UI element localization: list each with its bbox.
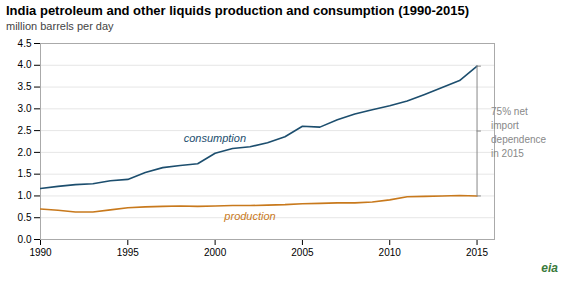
svg-text:75% netimportdependencein 2015: 75% netimportdependencein 2015: [491, 106, 546, 159]
svg-text:consumption: consumption: [184, 132, 246, 144]
svg-text:0.0: 0.0: [18, 234, 32, 245]
svg-text:1.0: 1.0: [18, 190, 32, 201]
svg-text:3.5: 3.5: [18, 81, 32, 92]
svg-text:production: production: [223, 210, 275, 222]
svg-text:1990: 1990: [29, 247, 52, 258]
svg-text:2.0: 2.0: [18, 147, 32, 158]
html-text:India petroleum and other liqu: India petroleum and other liquids produc…: [6, 3, 469, 18]
svg-text:2015: 2015: [466, 247, 489, 258]
svg-text:2.5: 2.5: [18, 125, 32, 136]
svg-text:4.0: 4.0: [18, 59, 32, 70]
html-text:eia: eia: [541, 261, 558, 275]
svg-text:1.5: 1.5: [18, 168, 32, 179]
svg-text:1995: 1995: [117, 247, 140, 258]
html-text:million barrels per day: million barrels per day: [6, 20, 114, 32]
svg-text:3.0: 3.0: [18, 103, 32, 114]
svg-text:2000: 2000: [204, 247, 227, 258]
svg-text:2010: 2010: [379, 247, 402, 258]
svg-text:4.5: 4.5: [18, 38, 32, 49]
svg-text:2005: 2005: [291, 247, 314, 258]
svg-text:0.5: 0.5: [18, 212, 32, 223]
